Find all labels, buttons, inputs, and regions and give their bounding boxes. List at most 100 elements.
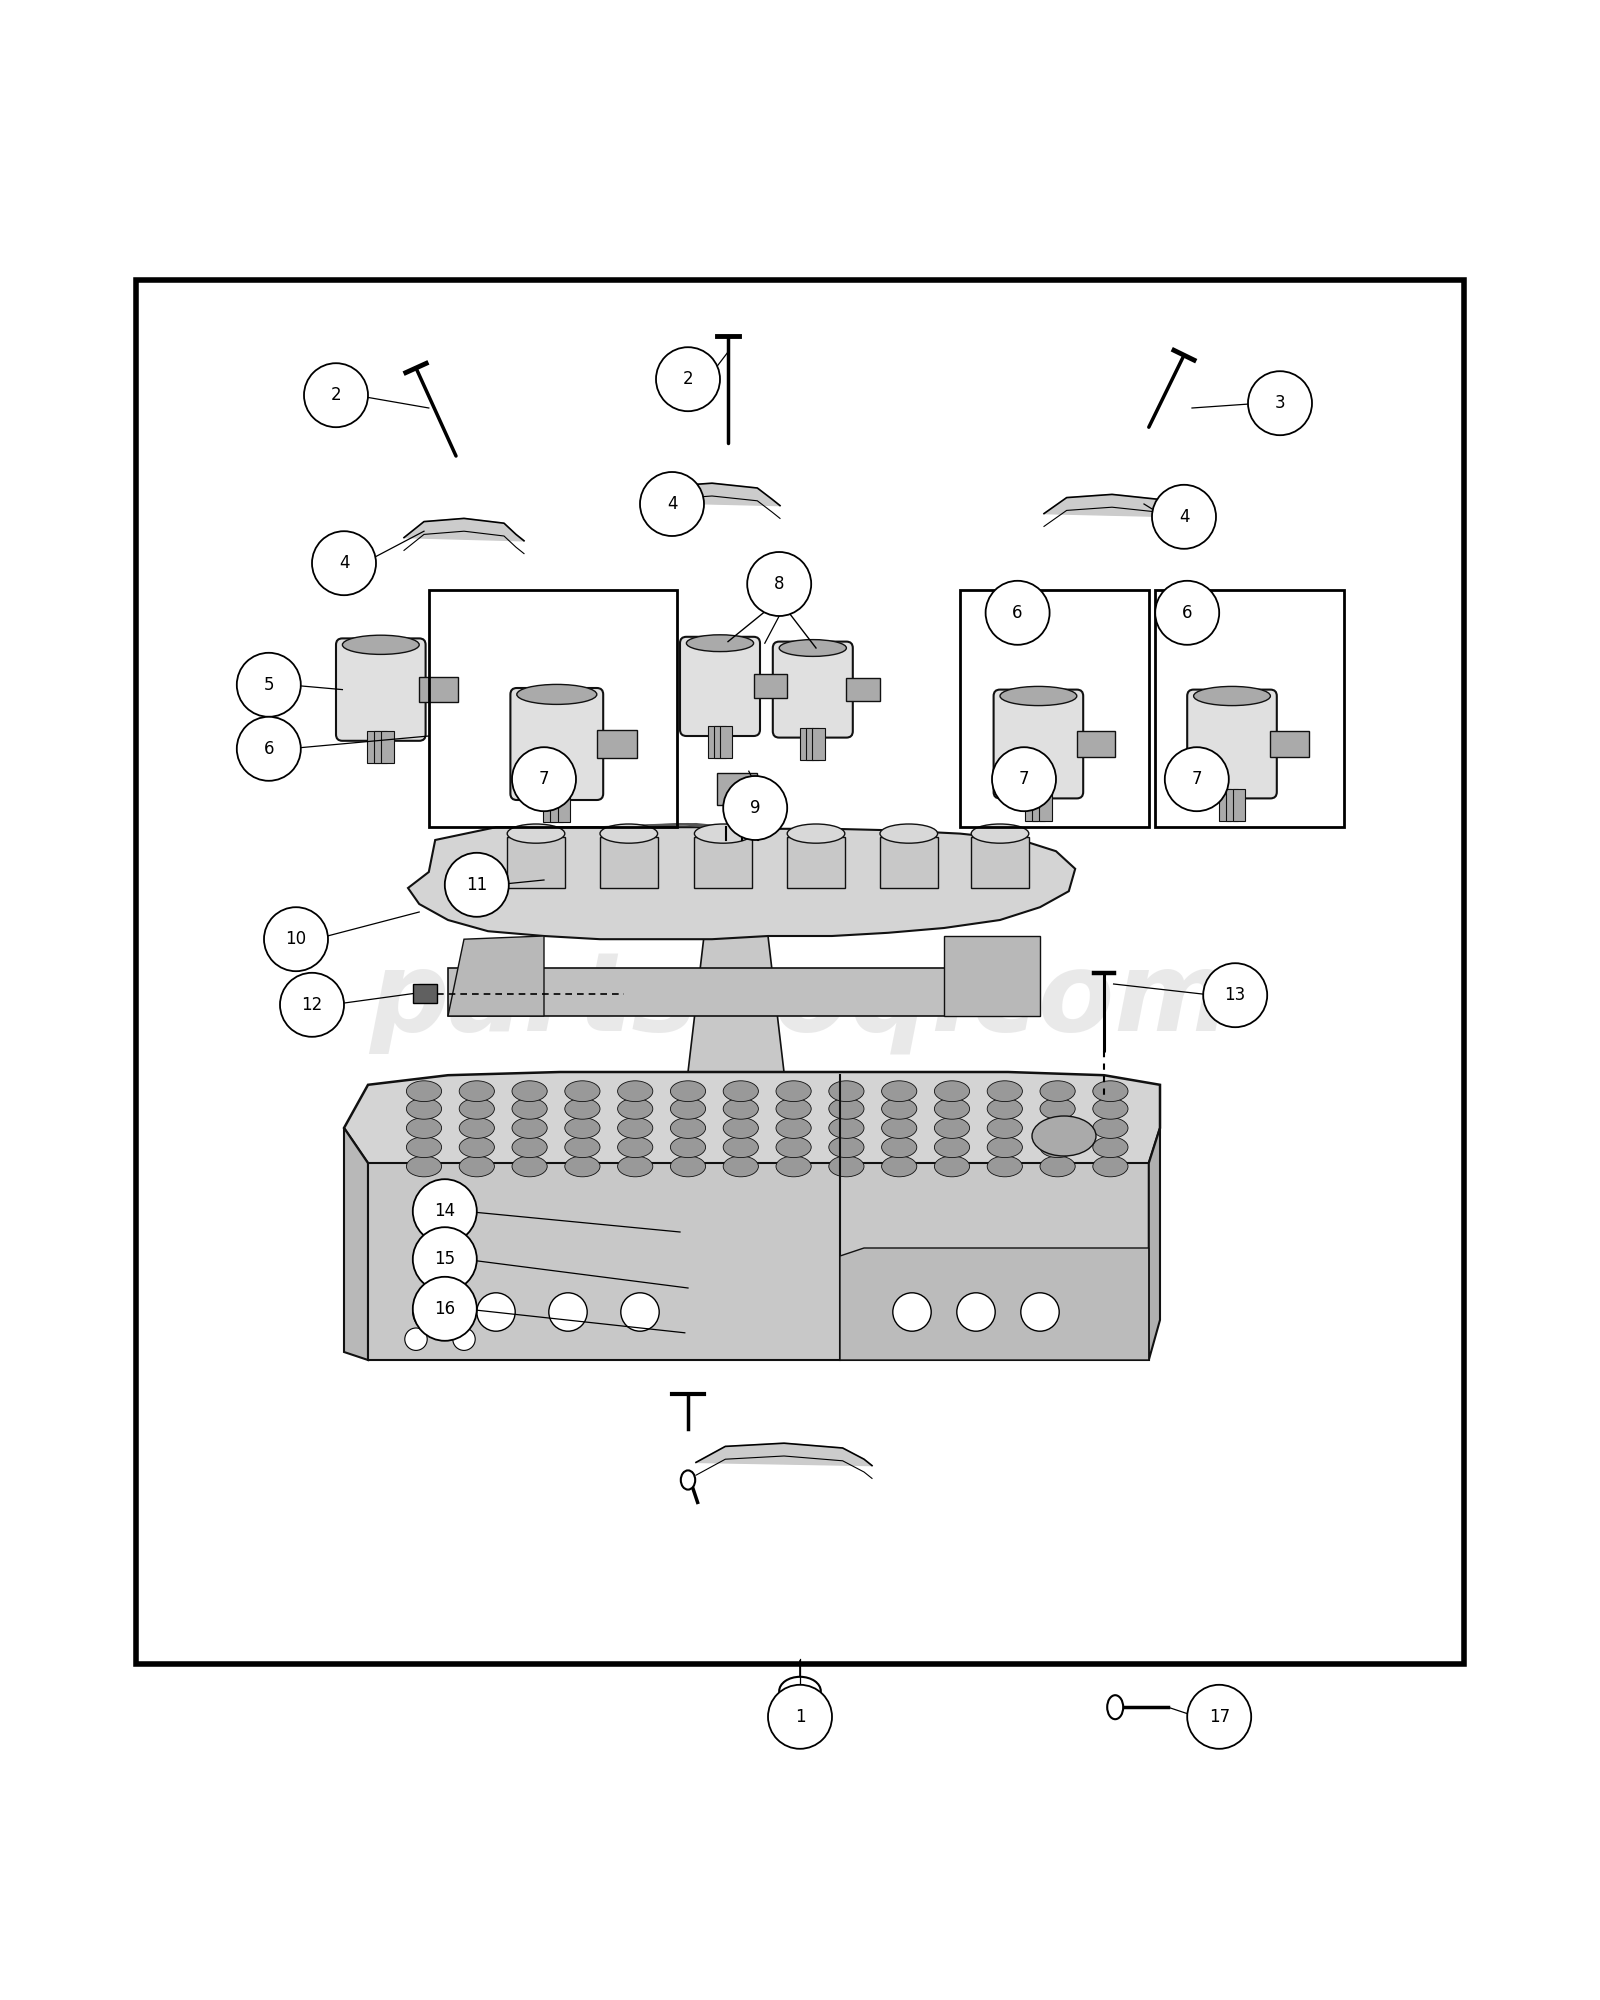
Ellipse shape bbox=[618, 1080, 653, 1102]
Circle shape bbox=[413, 1180, 477, 1244]
Bar bbox=[381, 732, 394, 764]
Ellipse shape bbox=[776, 1156, 811, 1176]
Text: 6: 6 bbox=[1182, 604, 1192, 622]
Ellipse shape bbox=[934, 1156, 970, 1176]
Ellipse shape bbox=[565, 1098, 600, 1120]
Circle shape bbox=[264, 908, 328, 972]
Text: 10: 10 bbox=[285, 930, 307, 948]
Circle shape bbox=[280, 972, 344, 1036]
Ellipse shape bbox=[723, 1098, 758, 1120]
Circle shape bbox=[453, 1328, 475, 1350]
Text: 2: 2 bbox=[331, 386, 341, 404]
Text: 5: 5 bbox=[264, 676, 274, 694]
Circle shape bbox=[723, 776, 787, 840]
Circle shape bbox=[237, 652, 301, 716]
Bar bbox=[1270, 730, 1309, 758]
Bar bbox=[754, 674, 787, 698]
Ellipse shape bbox=[565, 1136, 600, 1158]
Ellipse shape bbox=[779, 1676, 821, 1706]
Ellipse shape bbox=[1032, 1116, 1096, 1156]
Ellipse shape bbox=[600, 824, 658, 844]
Ellipse shape bbox=[987, 1136, 1022, 1158]
Bar bbox=[714, 726, 726, 758]
Bar bbox=[1226, 788, 1238, 820]
Ellipse shape bbox=[776, 1080, 811, 1102]
Ellipse shape bbox=[459, 1156, 494, 1176]
Polygon shape bbox=[1149, 1128, 1160, 1360]
Bar bbox=[429, 590, 677, 828]
Bar bbox=[413, 984, 437, 1004]
Ellipse shape bbox=[618, 1118, 653, 1138]
Bar bbox=[1219, 788, 1232, 820]
Ellipse shape bbox=[694, 824, 752, 844]
Ellipse shape bbox=[829, 1118, 864, 1138]
Bar bbox=[739, 802, 763, 828]
Bar bbox=[787, 836, 845, 888]
Ellipse shape bbox=[787, 824, 845, 844]
Ellipse shape bbox=[512, 1136, 547, 1158]
Circle shape bbox=[986, 580, 1050, 644]
Ellipse shape bbox=[723, 1118, 758, 1138]
Ellipse shape bbox=[1040, 1080, 1075, 1102]
Ellipse shape bbox=[829, 1136, 864, 1158]
Ellipse shape bbox=[829, 1098, 864, 1120]
Ellipse shape bbox=[459, 1098, 494, 1120]
FancyBboxPatch shape bbox=[1187, 690, 1277, 798]
Bar bbox=[1155, 590, 1344, 828]
Circle shape bbox=[1152, 484, 1216, 548]
Bar bbox=[507, 836, 565, 888]
Bar bbox=[600, 836, 658, 888]
Polygon shape bbox=[344, 1072, 1160, 1180]
Ellipse shape bbox=[1093, 1080, 1128, 1102]
FancyBboxPatch shape bbox=[336, 638, 426, 740]
Circle shape bbox=[413, 1228, 477, 1292]
Ellipse shape bbox=[779, 640, 846, 656]
Circle shape bbox=[656, 348, 720, 412]
Ellipse shape bbox=[565, 1156, 600, 1176]
Polygon shape bbox=[448, 936, 544, 1016]
Ellipse shape bbox=[459, 1080, 494, 1102]
Bar bbox=[557, 790, 570, 822]
Ellipse shape bbox=[686, 634, 754, 652]
Bar bbox=[880, 836, 938, 888]
Ellipse shape bbox=[670, 1098, 706, 1120]
Ellipse shape bbox=[512, 1098, 547, 1120]
Circle shape bbox=[1187, 1684, 1251, 1748]
Text: partsöoq.com: partsöoq.com bbox=[370, 946, 1230, 1054]
FancyBboxPatch shape bbox=[994, 690, 1083, 798]
Text: 16: 16 bbox=[434, 1300, 456, 1318]
Ellipse shape bbox=[406, 1118, 442, 1138]
Ellipse shape bbox=[406, 1080, 442, 1102]
Ellipse shape bbox=[682, 1470, 696, 1490]
Text: 15: 15 bbox=[434, 1250, 456, 1268]
Ellipse shape bbox=[1040, 1156, 1075, 1176]
Ellipse shape bbox=[670, 1156, 706, 1176]
Circle shape bbox=[1248, 372, 1312, 436]
Circle shape bbox=[1021, 1292, 1059, 1332]
Ellipse shape bbox=[1093, 1098, 1128, 1120]
Polygon shape bbox=[840, 1248, 1149, 1360]
Circle shape bbox=[512, 748, 576, 812]
Ellipse shape bbox=[987, 1118, 1022, 1138]
Polygon shape bbox=[688, 936, 784, 1120]
Polygon shape bbox=[344, 1128, 368, 1360]
Circle shape bbox=[405, 1328, 427, 1350]
Ellipse shape bbox=[723, 1080, 758, 1102]
Bar bbox=[813, 728, 826, 760]
Circle shape bbox=[312, 532, 376, 596]
Ellipse shape bbox=[934, 1080, 970, 1102]
Ellipse shape bbox=[934, 1136, 970, 1158]
Bar bbox=[1232, 788, 1245, 820]
Ellipse shape bbox=[406, 1098, 442, 1120]
Text: 2: 2 bbox=[683, 370, 693, 388]
Bar bbox=[1077, 730, 1115, 758]
Text: 4: 4 bbox=[1179, 508, 1189, 526]
Ellipse shape bbox=[987, 1080, 1022, 1102]
Circle shape bbox=[893, 1292, 931, 1332]
Text: 14: 14 bbox=[434, 1202, 456, 1220]
FancyBboxPatch shape bbox=[773, 642, 853, 738]
Text: 8: 8 bbox=[774, 576, 784, 592]
Circle shape bbox=[304, 364, 368, 428]
Ellipse shape bbox=[987, 1156, 1022, 1176]
Ellipse shape bbox=[880, 824, 938, 844]
